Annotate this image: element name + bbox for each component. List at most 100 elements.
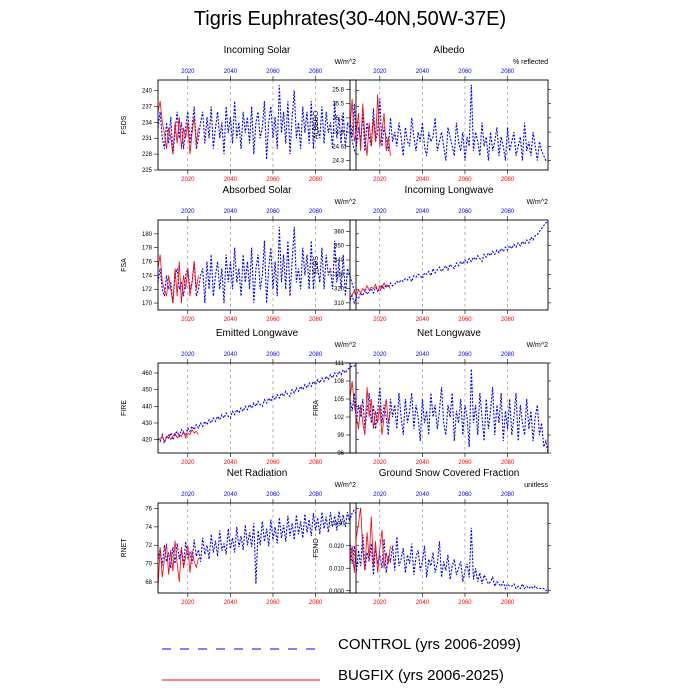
top-tick-label: 2080: [501, 209, 515, 215]
top-tick-label: 2060: [458, 69, 472, 75]
y-axis-label: FSNO: [313, 538, 320, 558]
panel-frame: [349, 79, 549, 171]
bottom-tick-label: 2040: [224, 317, 238, 323]
top-tick-label: 2020: [181, 209, 195, 215]
panel-8: Ground Snow Covered Fraction unitless 2020…: [313, 468, 551, 606]
y-tick-label: 0.000: [329, 589, 345, 595]
bottom-tick-label: 2020: [181, 460, 195, 466]
y-tick-label: 170: [142, 301, 153, 307]
y-tick-label: 231: [142, 136, 153, 142]
panel-units: W/m^2: [334, 482, 356, 489]
y-tick-label: 108: [334, 379, 345, 385]
panel-units: W/m^2: [334, 59, 356, 66]
series-bugfix: [350, 380, 391, 436]
panel-3: Absorbed Solar W/m^2 2020 2040 2060 2080 2020 2…: [121, 185, 359, 323]
y-tick-label: 102: [334, 415, 345, 421]
series-bugfix: [158, 540, 199, 590]
y-axis-label: FSDS: [121, 115, 128, 134]
top-tick-label: 2040: [416, 352, 430, 358]
panel-7: Net Radiation W/m^2 2020 2040 2060 2080 2020 20…: [121, 468, 359, 606]
series-bugfix: [350, 94, 391, 156]
panel-frame: [349, 219, 549, 311]
y-tick-label: 178: [142, 246, 153, 252]
bottom-tick-label: 2020: [181, 177, 195, 183]
panel-title: Emitted Longwave: [216, 328, 299, 339]
top-tick-label: 2040: [224, 492, 238, 498]
y-axis-label: FIRA: [313, 400, 320, 416]
panel-2: Albedo % reflected 2020 2040 2060 2080 2020 204…: [313, 45, 551, 183]
y-tick-label: 111: [335, 361, 345, 367]
top-tick-label: 2080: [309, 352, 323, 358]
y-axis-label: RNET: [121, 538, 128, 558]
bottom-tick-label: 2080: [501, 177, 515, 183]
legend-control: CONTROL (yrs 2006-2099): [160, 636, 580, 660]
legend-bugfix: BUGFIX (yrs 2006-2025): [160, 667, 580, 691]
y-tick-label: 180: [142, 232, 153, 238]
y-tick-label: 440: [142, 404, 153, 410]
series-control: [158, 85, 356, 160]
top-tick-label: 2040: [224, 209, 238, 215]
series-control: [350, 368, 548, 453]
bottom-tick-label: 2040: [416, 177, 430, 183]
panel-units: W/m^2: [526, 199, 548, 206]
y-tick-label: 76: [145, 507, 152, 513]
top-tick-label: 2080: [309, 209, 323, 215]
panel-title: Net Radiation: [227, 468, 288, 479]
panel-title: Incoming Solar: [224, 45, 291, 56]
series-bugfix: [350, 281, 391, 299]
legend-control-line: [162, 648, 320, 650]
bottom-tick-label: 2020: [373, 317, 387, 323]
panel-units: unitless: [524, 482, 548, 489]
top-tick-label: 2080: [501, 352, 515, 358]
y-tick-label: 174: [142, 273, 153, 279]
top-tick-label: 2020: [181, 492, 195, 498]
y-tick-label: 460: [142, 371, 153, 377]
panel-units: W/m^2: [334, 199, 356, 206]
bottom-tick-label: 2060: [458, 317, 472, 323]
bottom-tick-label: 2060: [458, 600, 472, 606]
y-tick-label: 25.2: [332, 116, 344, 122]
top-tick-label: 2080: [309, 69, 323, 75]
y-tick-label: 25.5: [332, 102, 344, 108]
y-axis-label: FLDS: [313, 256, 320, 274]
top-tick-label: 2020: [373, 492, 387, 498]
y-tick-label: 0.010: [329, 566, 345, 572]
y-tick-label: 234: [142, 120, 153, 126]
top-tick-label: 2060: [266, 352, 280, 358]
top-tick-label: 2040: [224, 69, 238, 75]
bottom-tick-label: 2060: [266, 177, 280, 183]
y-tick-label: 320: [334, 287, 345, 293]
y-tick-label: 72: [145, 543, 152, 549]
bottom-tick-label: 2020: [373, 177, 387, 183]
series-control: [158, 364, 356, 445]
top-tick-label: 2080: [501, 69, 515, 75]
panel-units: W/m^2: [334, 342, 356, 349]
y-axis-label: ALBEDO: [313, 110, 320, 139]
series-control: [158, 509, 356, 584]
top-tick-label: 2060: [458, 209, 472, 215]
bottom-tick-label: 2060: [458, 177, 472, 183]
top-tick-label: 2020: [373, 69, 387, 75]
y-tick-label: 0.030: [329, 521, 345, 527]
bottom-tick-label: 2040: [224, 460, 238, 466]
y-tick-label: 420: [142, 438, 153, 444]
top-tick-label: 2020: [181, 352, 195, 358]
y-tick-label: 176: [142, 260, 153, 266]
series-bugfix: [350, 507, 391, 573]
top-tick-label: 2060: [458, 352, 472, 358]
series-bugfix: [158, 254, 199, 304]
top-tick-label: 2060: [266, 492, 280, 498]
bottom-tick-label: 2060: [266, 317, 280, 323]
y-tick-label: 0.020: [329, 544, 345, 550]
top-tick-label: 2080: [501, 492, 515, 498]
bottom-tick-label: 2080: [309, 460, 323, 466]
panel-title: Incoming Longwave: [405, 185, 494, 196]
y-tick-label: 228: [142, 152, 153, 158]
legend-bugfix-line: [162, 679, 320, 681]
top-tick-label: 2040: [224, 352, 238, 358]
panel-title: Absorbed Solar: [223, 185, 293, 196]
panel-title: Albedo: [433, 45, 465, 56]
y-tick-label: 225: [142, 168, 153, 174]
panel-1: Incoming Solar W/m^2 2020 2040 2060 2080 2020 2…: [121, 45, 359, 183]
y-tick-label: 172: [142, 287, 153, 293]
